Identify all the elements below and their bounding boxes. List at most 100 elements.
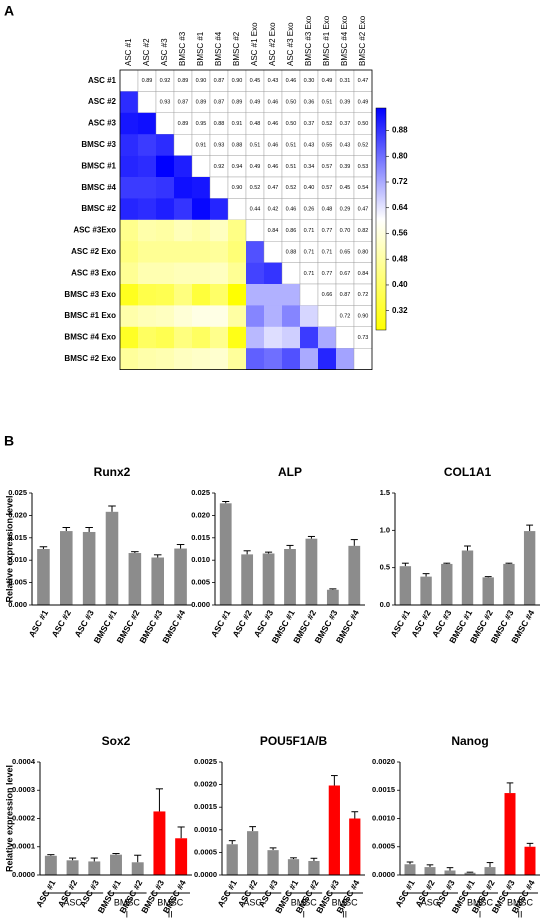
heat-cell: [174, 177, 193, 199]
cell-value: 0.91: [232, 121, 243, 127]
heat-cell: [156, 305, 175, 328]
heat-cell: [174, 284, 193, 306]
row-label: ASC #1: [88, 76, 117, 85]
panel-label: A: [4, 3, 14, 19]
cell-value: 0.45: [250, 78, 261, 84]
bar: [110, 854, 122, 875]
column-label: BMSC #4: [214, 31, 223, 66]
y-tick-label: 0.0000: [194, 870, 217, 879]
x-tick-label: ASC #1: [27, 608, 51, 639]
heat-cell: [120, 284, 139, 306]
y-tick-label: 0.0002: [12, 813, 35, 822]
cell-value: 0.54: [358, 185, 369, 191]
heat-cell: [156, 262, 175, 285]
bar: [484, 867, 496, 875]
heat-cell: [318, 348, 337, 370]
group-label: BMSC: [467, 897, 494, 907]
table-cell: [173, 133, 193, 156]
heat-cell: [228, 219, 247, 242]
cell-value: 0.43: [304, 142, 315, 148]
table-cell: [209, 176, 229, 199]
y-tick-label: 0.0001: [12, 842, 35, 851]
cell-value: 0.39: [340, 164, 351, 170]
cell-value: 0.92: [160, 78, 171, 84]
row-label: BMSC #2 Exo: [64, 354, 116, 363]
heat-cell: [156, 284, 175, 306]
y-tick-label: 0.015: [8, 533, 27, 542]
cell-value: 0.90: [232, 185, 243, 191]
table-cell: [353, 348, 373, 370]
cell-value: 0.57: [322, 164, 333, 170]
cell-value: 0.91: [196, 142, 207, 148]
heat-cell: [174, 219, 193, 242]
cell-value: 0.39: [340, 100, 351, 106]
cell-value: 0.95: [196, 121, 207, 127]
cell-value: 0.49: [250, 100, 261, 106]
y-tick-label: 0.010: [8, 555, 27, 564]
column-label: BMSC #4 Exo: [340, 15, 349, 66]
cell-value: 0.47: [358, 207, 369, 213]
heat-cell: [138, 348, 157, 370]
cell-value: 0.49: [358, 100, 369, 106]
bar: [247, 831, 259, 875]
colorbar: [375, 107, 387, 331]
bar: [82, 531, 96, 605]
table-cell: [335, 326, 355, 349]
cell-value: 0.89: [178, 121, 189, 127]
heat-cell: [264, 284, 283, 306]
group-sublabel: I: [479, 909, 482, 919]
heat-cell: [228, 348, 247, 370]
table-cell: [191, 155, 211, 178]
cell-value: 0.88: [232, 142, 243, 148]
cell-value: 0.26: [304, 207, 315, 213]
heat-cell: [174, 305, 193, 328]
heat-cell: [174, 262, 193, 285]
group-sublabel: I: [302, 909, 305, 919]
colorbar-label: 0.56: [392, 229, 408, 238]
bar: [241, 554, 254, 605]
bar: [424, 867, 436, 875]
cell-value: 0.46: [286, 78, 297, 84]
row-label: ASC #2: [88, 97, 117, 106]
y-tick-label: 0.0: [380, 600, 390, 609]
heat-cell: [174, 348, 193, 370]
chart-title: ALP: [278, 465, 302, 479]
cell-value: 0.47: [268, 185, 279, 191]
heat-cell: [120, 198, 139, 221]
heat-cell: [120, 219, 139, 242]
heat-cell: [192, 219, 211, 242]
table-cell: [119, 69, 139, 92]
y-tick-label: 0.0025: [194, 757, 217, 766]
cell-value: 0.46: [268, 121, 279, 127]
heat-cell: [156, 348, 175, 370]
cell-value: 0.90: [358, 314, 369, 320]
group-label: ASC: [421, 897, 440, 907]
heat-cell: [156, 219, 175, 242]
cell-value: 0.51: [286, 164, 297, 170]
row-label: BMSC #1 Exo: [64, 311, 116, 320]
cell-value: 0.29: [340, 207, 351, 213]
bar: [348, 545, 361, 605]
heat-cell: [120, 91, 139, 114]
cell-value: 0.52: [286, 185, 297, 191]
y-tick-label: 0.020: [191, 510, 210, 519]
bar: [287, 859, 300, 875]
row-label: ASC #3Exo: [73, 226, 116, 235]
cell-value: 0.87: [214, 100, 225, 106]
heat-cell: [210, 241, 229, 263]
heat-cell: [246, 284, 265, 306]
cell-value: 0.72: [358, 292, 369, 298]
cell-value: 0.89: [196, 100, 207, 106]
cell-value: 0.88: [286, 249, 297, 255]
bar: [44, 855, 57, 875]
group-label: BMSC: [157, 897, 184, 907]
colorbar-label: 0.72: [392, 177, 408, 186]
bar: [262, 553, 275, 605]
group-label: BMSC: [332, 897, 359, 907]
group-label: ASC: [63, 897, 82, 907]
row-label: BMSC #4: [81, 183, 116, 192]
heat-cell: [228, 284, 247, 306]
colorbar-label: 0.48: [392, 254, 408, 263]
cell-value: 0.37: [304, 121, 315, 127]
cell-value: 0.90: [196, 78, 207, 84]
